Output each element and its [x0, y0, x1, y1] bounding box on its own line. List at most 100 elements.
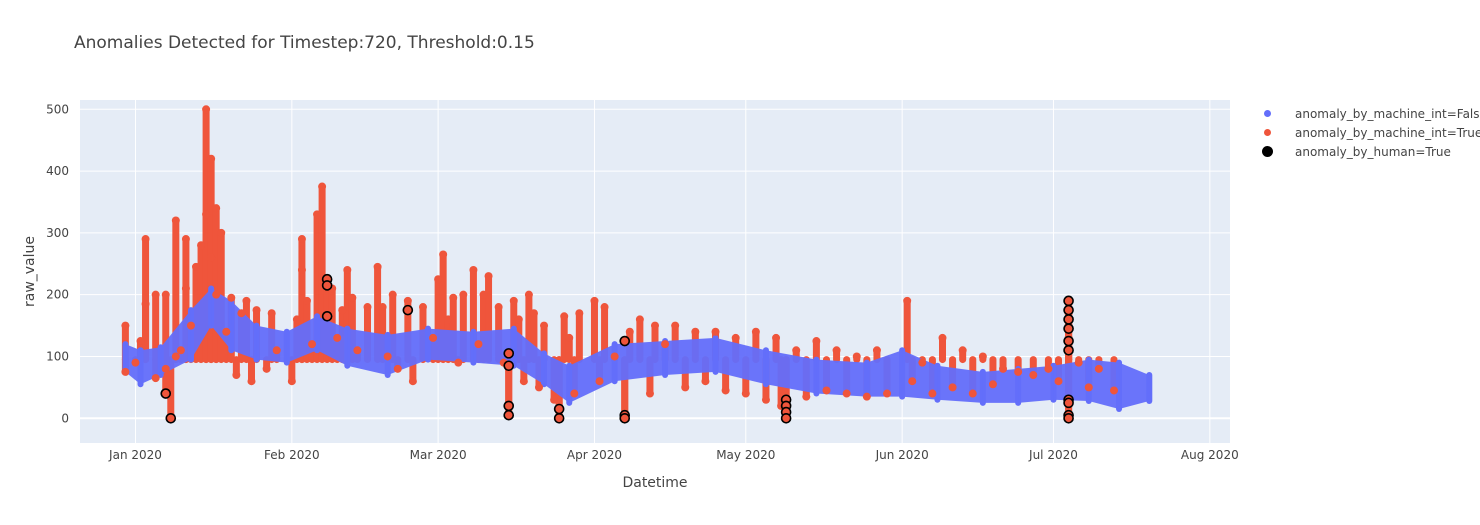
- machine-true-marker: [272, 346, 281, 355]
- human-anomaly-marker: [402, 304, 414, 316]
- machine-true-marker: [600, 303, 609, 312]
- legend-item-human-true[interactable]: anomaly_by_human=True: [1255, 142, 1480, 161]
- machine-true-marker: [651, 321, 659, 330]
- legend-label: anomaly_by_machine_int=False: [1295, 106, 1480, 121]
- machine-false-band: [982, 368, 1019, 403]
- machine-true-marker: [812, 337, 821, 346]
- machine-true-marker: [610, 352, 619, 361]
- machine-true-marker: [287, 377, 296, 386]
- machine-true-marker: [181, 284, 190, 293]
- machine-true-marker: [1094, 364, 1103, 373]
- machine-true-marker: [772, 333, 781, 342]
- machine-true-marker: [761, 395, 770, 404]
- machine-true-marker: [928, 389, 937, 398]
- machine-true-marker: [454, 358, 463, 367]
- machine-true-marker: [297, 235, 306, 244]
- machine-true-marker: [151, 290, 160, 299]
- machine-false-band: [1119, 362, 1150, 410]
- human-anomaly-marker: [503, 400, 515, 412]
- machine-false-band: [544, 353, 570, 403]
- machine-false-band: [387, 328, 429, 376]
- human-anomaly-markers: [160, 273, 1074, 424]
- machine-false-band: [1053, 359, 1089, 401]
- machine-false-band: [473, 328, 514, 366]
- human-anomaly-marker: [503, 348, 515, 359]
- machine-true-marker: [1044, 364, 1053, 373]
- machine-true-marker: [353, 346, 362, 355]
- machine-true-marker: [292, 315, 301, 324]
- x-axis-label: Datetime: [622, 475, 687, 491]
- machine-true-marker: [302, 296, 311, 305]
- machine-true-marker: [484, 272, 493, 281]
- human-anomaly-marker: [619, 335, 631, 347]
- legend-item-machine-true[interactable]: anomaly_by_machine_int=True: [1255, 123, 1480, 142]
- machine-true-marker: [731, 333, 740, 342]
- machine-true-marker: [474, 340, 483, 349]
- machine-false-band: [614, 341, 666, 382]
- machine-true-marker: [161, 290, 170, 299]
- machine-true-marker: [267, 309, 276, 318]
- machine-true-marker: [212, 290, 221, 299]
- machine-false-band: [286, 316, 318, 363]
- machine-true-marker: [459, 290, 468, 299]
- machine-true-marker: [711, 327, 720, 336]
- machine-true-marker: [1054, 377, 1063, 386]
- machine-true-marker: [237, 309, 246, 318]
- machine-true-marker: [247, 377, 256, 386]
- machine-true-marker: [570, 389, 579, 398]
- machine-true-marker: [444, 315, 453, 324]
- machine-true-marker: [393, 364, 402, 373]
- machine-true-marker: [192, 262, 201, 271]
- machine-true-marker: [494, 303, 503, 312]
- machine-true-marker: [903, 296, 912, 305]
- machine-true-marker: [988, 380, 997, 389]
- machine-true-marker: [232, 371, 241, 380]
- machine-true-marker: [852, 352, 861, 361]
- machine-true-marker: [383, 352, 392, 361]
- machine-true-marker: [207, 154, 216, 163]
- machine-true-marker: [524, 290, 533, 299]
- machine-false-band: [231, 300, 257, 360]
- legend-item-machine-false[interactable]: anomaly_by_machine_int=False: [1255, 104, 1480, 123]
- human-anomaly-marker: [160, 388, 172, 399]
- x-tick-label: Apr 2020: [567, 448, 622, 462]
- human-anomaly-marker: [321, 280, 333, 291]
- machine-true-marker: [534, 383, 543, 392]
- machine-true-marker: [721, 386, 730, 395]
- machine-true-marker: [701, 377, 710, 386]
- human-anomaly-marker: [1063, 344, 1074, 356]
- machine-false-markers: [122, 285, 1153, 413]
- machine-false-band: [866, 350, 903, 397]
- machine-true-marker: [741, 389, 750, 398]
- machine-false-band: [428, 328, 474, 363]
- machine-true-marker: [439, 250, 448, 259]
- machine-false-band: [256, 325, 287, 363]
- x-tick-label: Jun 2020: [875, 448, 929, 462]
- machine-false-band: [715, 337, 766, 385]
- human-anomaly-marker: [503, 409, 515, 421]
- legend-label: anomaly_by_human=True: [1295, 144, 1451, 159]
- machine-true-marker: [1084, 383, 1093, 392]
- machine-true-marker: [161, 364, 170, 373]
- machine-true-marker: [978, 352, 987, 361]
- x-tick-label: Feb 2020: [264, 448, 320, 462]
- human-anomaly-marker: [780, 412, 792, 424]
- machine-true-marker: [348, 293, 357, 302]
- machine-true-marker: [908, 377, 917, 386]
- human-anomaly-marker: [165, 412, 177, 424]
- machine-true-marker: [948, 383, 957, 392]
- machine-true-marker: [792, 346, 801, 355]
- machine-true-marker: [509, 296, 518, 305]
- machine-false-band: [1088, 359, 1120, 410]
- machine-true-marker: [872, 346, 881, 355]
- machine-true-marker: [1029, 371, 1038, 380]
- y-tick-label: 400: [46, 164, 69, 178]
- machine-true-marker: [171, 216, 180, 225]
- human-anomaly-marker: [1063, 323, 1074, 334]
- human-anomaly-marker: [1063, 304, 1074, 316]
- y-axis-label: raw_value: [22, 236, 38, 307]
- machine-false-band: [937, 365, 983, 403]
- machine-true-marker: [1014, 367, 1023, 376]
- human-anomaly-marker: [553, 403, 565, 415]
